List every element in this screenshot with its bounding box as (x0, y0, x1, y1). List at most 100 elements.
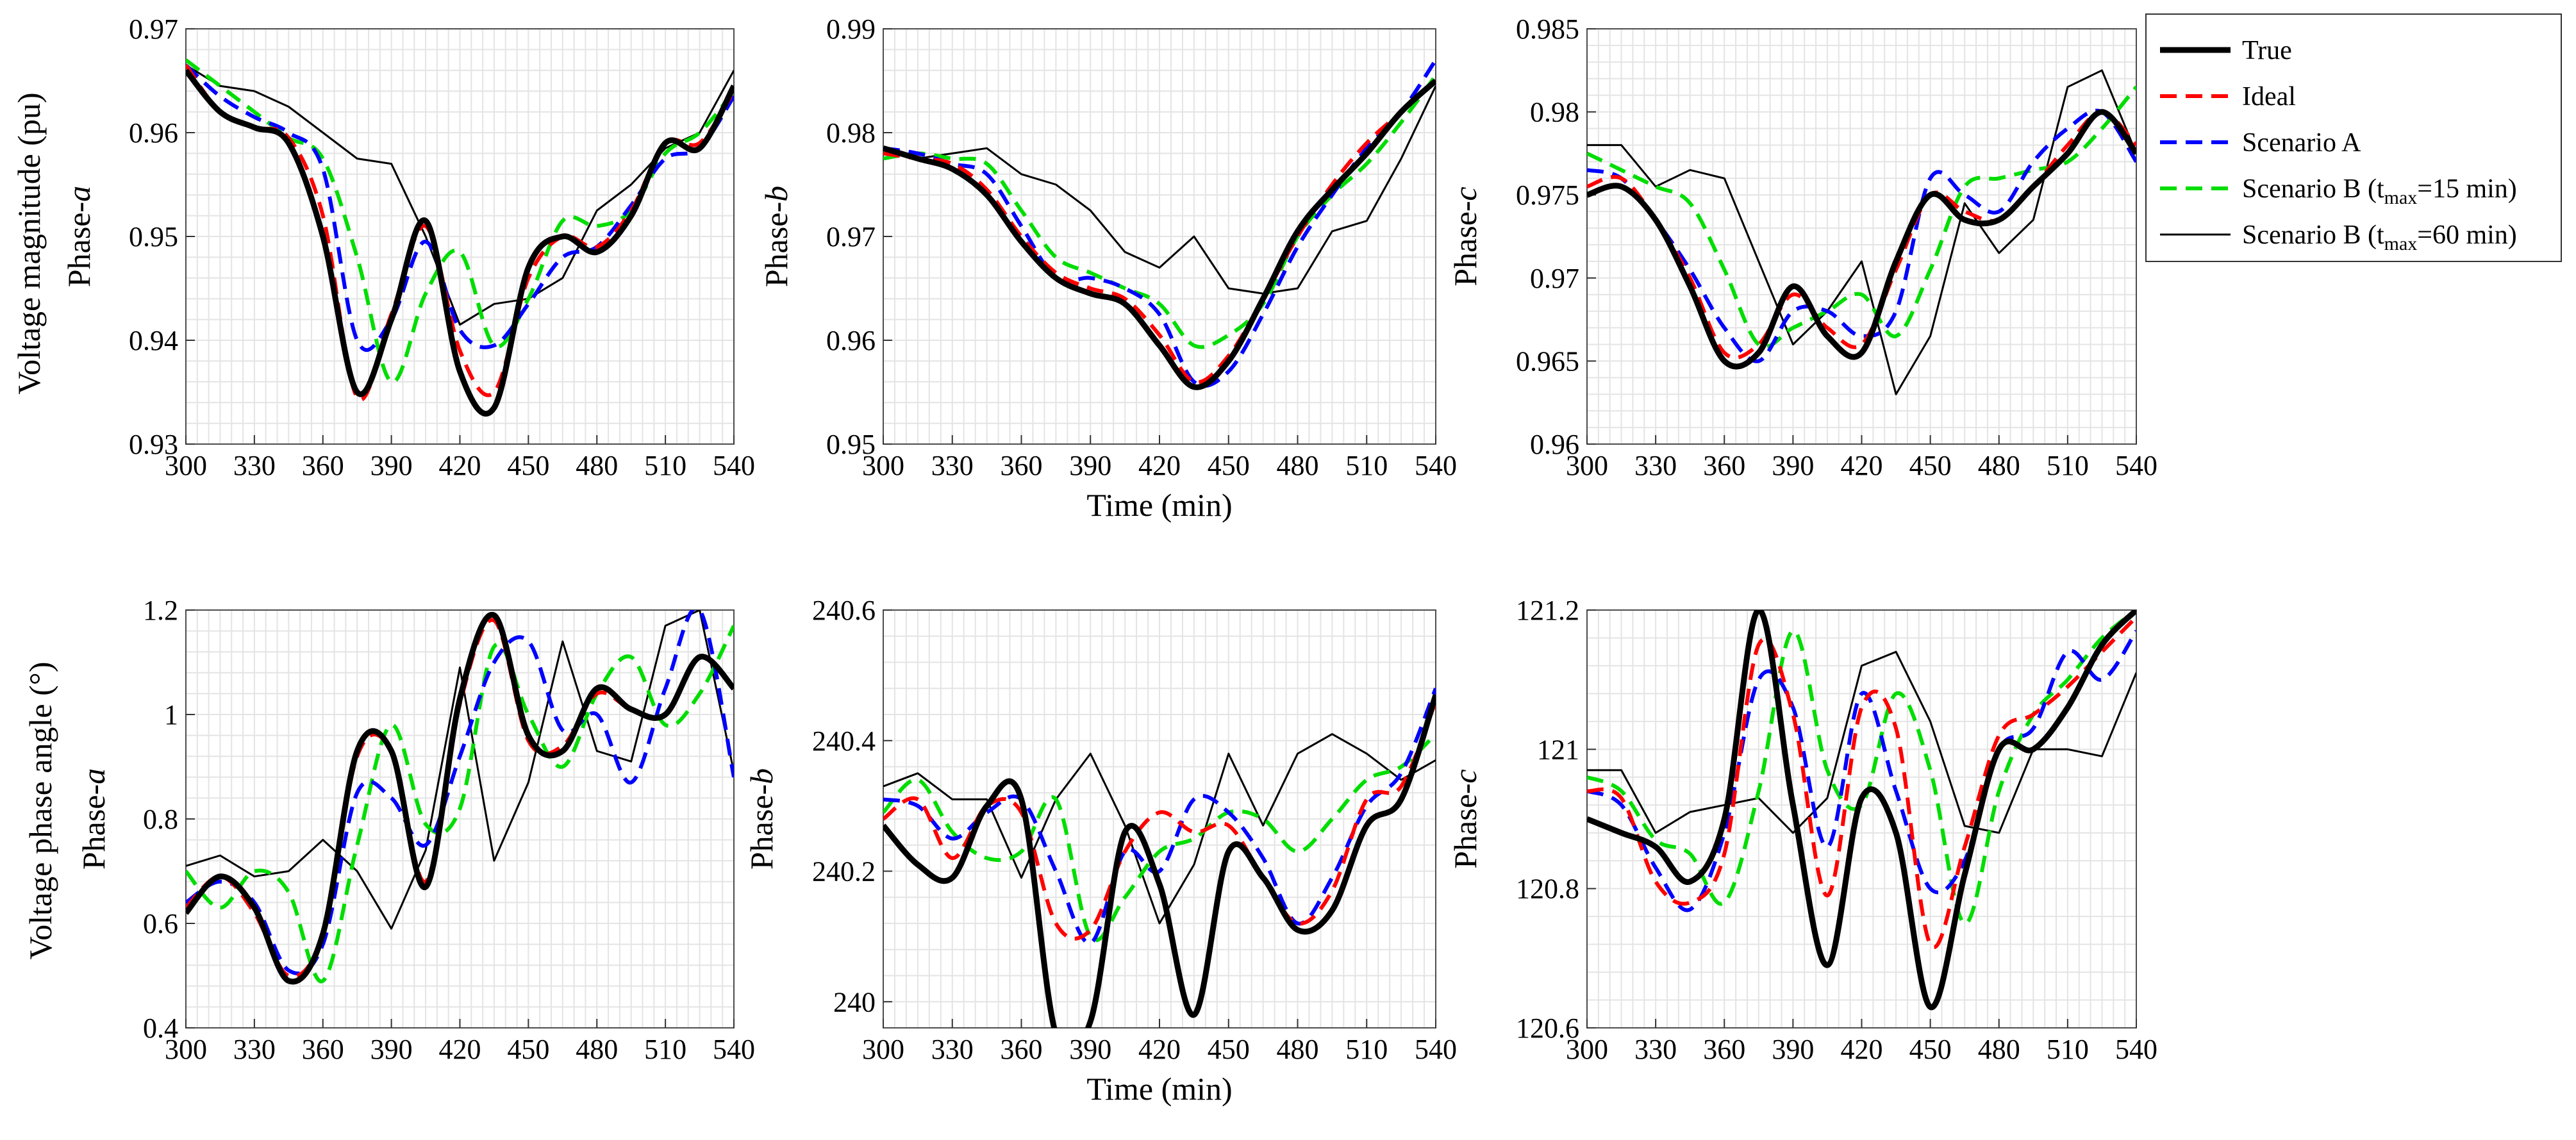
legend-label: Scenario B (tmax=15 min) (2242, 174, 2517, 208)
x-tick-label: 390 (1772, 1034, 1814, 1065)
x-tick-label: 390 (1069, 1034, 1111, 1065)
series-line-ideal (883, 79, 1436, 384)
x-tick-label: 360 (1001, 450, 1043, 481)
x-tick-label: 510 (1345, 1034, 1388, 1065)
y-tick-label: 0.975 (1516, 179, 1579, 211)
x-tick-label: 540 (1415, 1034, 1457, 1065)
x-tick-label: 510 (644, 1034, 686, 1065)
y-tick-label: 0.965 (1516, 345, 1579, 377)
x-tick-label: 480 (1978, 1034, 2020, 1065)
series-group (883, 688, 1436, 1028)
x-tick-label: 300 (165, 450, 207, 481)
y-tick-label: 0.985 (1516, 13, 1579, 45)
x-tick-label: 540 (713, 450, 755, 481)
panel-ang-a: 300 330 360 390 420 450 480 510 540 0.4 0.6 0.8 1 1.2… (76, 595, 755, 1065)
x-tick-label: 300 (862, 450, 904, 481)
panel-mag-b: 300 330 360 390 420 450 480 510 540 0.95 0.96 0.97 0… (758, 13, 1457, 523)
y-tick-label: 0.99 (826, 13, 876, 45)
y-tick-label: 0.97 (826, 221, 876, 252)
panel-ylabel: Phase-a (61, 186, 97, 287)
panel-ang-c: 300 330 360 390 420 450 480 510 540 120.6 120.8 121… (1447, 595, 2157, 1065)
y-tick-label: 240.2 (812, 856, 876, 888)
x-tick-label: 330 (1634, 450, 1677, 481)
x-tick-label: 450 (1909, 450, 1952, 481)
y-tick-label: 120.8 (1516, 873, 1579, 905)
series-line-true (186, 611, 734, 985)
x-tick-label: 450 (1208, 450, 1250, 481)
y-tick-label: 1 (164, 699, 178, 731)
series-line-scenario-b-tmax-60-min (883, 85, 1436, 295)
x-tick-label: 300 (1566, 1034, 1608, 1065)
x-tick-label: 450 (1909, 1034, 1952, 1065)
y-tick-label: 0.93 (129, 429, 178, 460)
panel-ang-b: 300 330 360 390 420 450 480 510 540 240 240.2 240.4… (744, 595, 1457, 1107)
chart-panels: 300 330 360 390 420 450 480 510 540 0.93 0.94 0.95 0… (61, 13, 2157, 1107)
x-tick-label: 450 (507, 1034, 549, 1065)
series-line-scenario-a (1587, 629, 2136, 913)
x-tick-label: 360 (1703, 450, 1745, 481)
x-tick-label: 450 (507, 450, 549, 481)
series-group (1587, 610, 2136, 1011)
series-line-true (1587, 610, 2136, 1011)
x-tick-label: 480 (576, 1034, 618, 1065)
series-line-scenario-a (186, 610, 734, 976)
series-line-true (883, 693, 1436, 1028)
y-tick-label: 0.95 (129, 221, 178, 252)
y-tick-label: 0.8 (143, 804, 178, 835)
ylabel-angle: Voltage phase angle (°) (22, 662, 58, 960)
y-tick-label: 0.94 (129, 325, 178, 356)
series-line-scenario-b-tmax-60-min (1587, 650, 2136, 834)
legend-label: True (2242, 36, 2292, 65)
y-tick-label: 0.96 (826, 325, 876, 356)
x-tick-label: 360 (302, 1034, 344, 1065)
grid (1587, 29, 2136, 444)
series-line-scenario-a (883, 58, 1436, 388)
panel-ylabel: Phase-a (76, 768, 112, 870)
y-tick-label: 0.97 (129, 13, 178, 45)
x-tick-label: 360 (302, 450, 344, 481)
x-tick-label: 540 (2115, 1034, 2157, 1065)
x-tick-label: 420 (1138, 450, 1181, 481)
x-tick-label: 300 (165, 1034, 207, 1065)
x-tick-label: 420 (439, 450, 481, 481)
y-tick-label: 240.4 (812, 725, 876, 757)
x-tick-label: 360 (1703, 1034, 1745, 1065)
x-tick-label: 420 (1841, 1034, 1883, 1065)
x-tick-label: 390 (370, 1034, 413, 1065)
series-line-true (186, 68, 734, 417)
y-tick-label: 0.6 (143, 908, 178, 939)
legend-box (2145, 13, 2562, 262)
x-tick-label: 480 (1277, 450, 1319, 481)
x-tick-label: 480 (1978, 450, 2020, 481)
x-tick-label: 540 (2115, 450, 2157, 481)
grid (1587, 610, 2136, 1028)
panel-ylabel: Phase-c (1447, 769, 1483, 869)
panel-mag-c: 300 330 360 390 420 450 480 510 540 0.96 0.965 0.97… (1447, 13, 2157, 481)
x-tick-label: 540 (713, 1034, 755, 1065)
panel-ylabel: Phase-b (758, 186, 794, 287)
grid (883, 610, 1436, 1028)
series-line-scenario-a (883, 688, 1436, 945)
y-tick-label: 240 (833, 986, 876, 1018)
panel-mag-a: 300 330 360 390 420 450 480 510 540 0.93 0.94 0.95 0… (61, 13, 755, 481)
legend: True Ideal Scenario A Scenario B (tmax=15 m… (2145, 13, 2562, 262)
grid (883, 29, 1436, 444)
x-tick-label: 540 (1415, 450, 1457, 481)
series-group (186, 610, 734, 985)
series-line-scenario-b-tmax-60-min (186, 64, 734, 326)
y-tick-label: 0.95 (826, 429, 876, 460)
series-line-scenario-b-tmax-15-min (186, 625, 734, 984)
y-tick-label: 121 (1537, 734, 1579, 765)
x-tick-label: 420 (1138, 1034, 1181, 1065)
legend-label: Scenario B (tmax=60 min) (2242, 220, 2517, 254)
y-tick-label: 0.4 (143, 1012, 178, 1044)
series-line-ideal (1587, 615, 2136, 949)
series-group (1587, 69, 2136, 395)
x-tick-label: 390 (1069, 450, 1111, 481)
x-tick-label: 480 (576, 450, 618, 481)
grid (186, 29, 734, 444)
x-tick-label: 330 (931, 450, 974, 481)
x-tick-label: 450 (1208, 1034, 1250, 1065)
x-tick-label: 300 (1566, 450, 1608, 481)
